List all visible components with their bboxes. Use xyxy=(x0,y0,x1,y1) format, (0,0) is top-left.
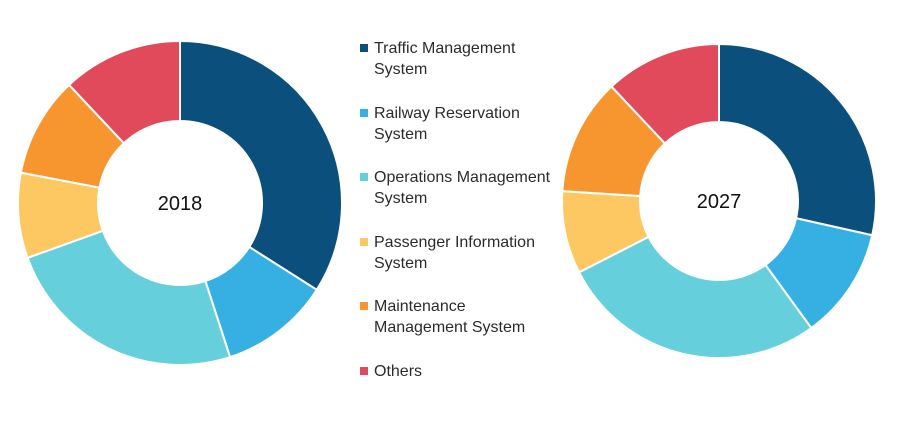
donut-center-label: 2027 xyxy=(697,191,742,213)
legend-swatch xyxy=(360,44,368,52)
legend-label: Passenger Information System xyxy=(374,232,535,274)
legend-item-maintenance-management: Maintenance Management System xyxy=(360,296,590,361)
legend-item-operations-management: Operations Management System xyxy=(360,167,590,232)
legend-label: Maintenance Management System xyxy=(374,296,525,338)
legend-item-passenger-information: Passenger Information System xyxy=(360,232,590,297)
legend-label: Traffic Management System xyxy=(374,38,515,80)
legend-label: Railway Reservation System xyxy=(374,103,520,145)
legend-label: Operations Management System xyxy=(374,167,550,209)
legend-swatch xyxy=(360,367,368,375)
legend-swatch xyxy=(360,109,368,117)
legend-item-railway-reservation: Railway Reservation System xyxy=(360,103,590,168)
legend-item-others: Others xyxy=(360,361,590,425)
legend: Traffic Management System Railway Reserv… xyxy=(360,38,590,425)
legend-label: Others xyxy=(374,361,422,382)
slice-traffic-management-system xyxy=(719,44,876,235)
slice-traffic-management-system xyxy=(180,41,342,290)
legend-swatch xyxy=(360,302,368,310)
slice-operations-management-system xyxy=(28,231,230,365)
donut-center-label: 2018 xyxy=(158,193,203,215)
donut-chart-2027: 2027 xyxy=(562,44,876,358)
legend-swatch xyxy=(360,173,368,181)
legend-item-traffic-management: Traffic Management System xyxy=(360,38,590,103)
donut-chart-2018: 2018 xyxy=(18,41,342,365)
legend-swatch xyxy=(360,238,368,246)
